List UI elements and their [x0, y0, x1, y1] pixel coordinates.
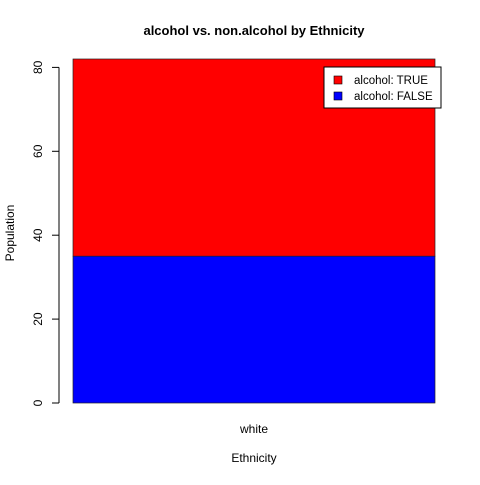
- y-tick-label: 20: [31, 312, 45, 326]
- legend-label: alcohol: FALSE: [354, 91, 433, 103]
- legend-swatch: [333, 75, 343, 85]
- y-axis-label: Population: [3, 205, 17, 262]
- legend: alcohol: TRUE alcohol: FALSE: [323, 66, 442, 109]
- x-tick-label: white: [239, 422, 268, 436]
- x-axis-label: Ethnicity: [231, 451, 276, 465]
- legend-label: alcohol: TRUE: [354, 75, 428, 87]
- y-axis: 0 20 40 60 80: [31, 60, 60, 406]
- y-tick-label: 60: [31, 144, 45, 158]
- y-tick-label: 0: [31, 399, 45, 406]
- legend-swatch: [333, 91, 343, 101]
- chart-title: alcohol vs. non.alcohol by Ethnicity: [143, 23, 365, 38]
- y-tick-label: 80: [31, 60, 45, 74]
- bars-layer: white: [72, 58, 436, 436]
- bar-segment-alcohol-false: [72, 255, 436, 404]
- legend-box: [323, 66, 442, 109]
- y-tick-label: 40: [31, 228, 45, 242]
